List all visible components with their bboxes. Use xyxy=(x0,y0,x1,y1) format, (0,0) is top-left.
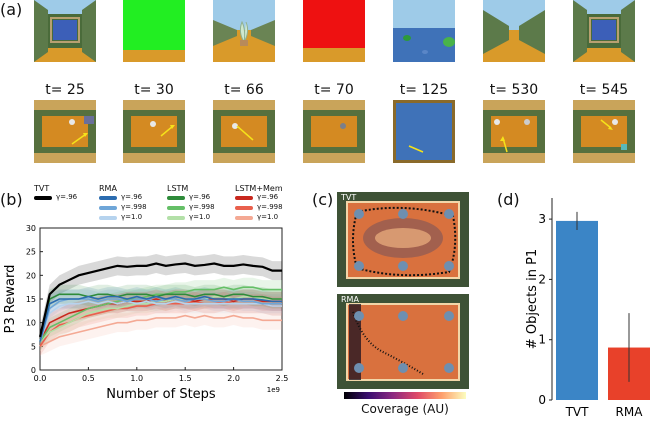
x-tick-label: 0.5 xyxy=(82,374,95,383)
timestep-label: t= 25 xyxy=(45,82,85,98)
legend-rma-gamma-2: γ=.998 xyxy=(121,203,147,211)
legend-tvt-gamma: γ=.96 xyxy=(56,193,78,201)
y-tick-label: 25 xyxy=(26,248,36,257)
legend-lstmmem-title: LSTM+Mem xyxy=(235,184,283,193)
legend-lstmmem-gamma-1: γ=.96 xyxy=(257,193,279,201)
series-line xyxy=(39,314,282,348)
frame-t530 xyxy=(483,0,545,62)
series-line xyxy=(39,293,282,342)
legend-lstmmem-line-2 xyxy=(235,206,253,210)
series-band xyxy=(40,291,282,352)
x-tick-label: TVT xyxy=(565,405,590,419)
series-band xyxy=(40,254,282,347)
objects-bar-chart: 0 1 2 3 TVT RMA # Objects in P1 xyxy=(525,198,650,419)
x-tick-label: 2.0 xyxy=(227,374,240,383)
y-tick-label: 3 xyxy=(538,212,546,226)
y-tick-label: 1 xyxy=(538,333,546,347)
legend-lstm-gamma-3: γ=1.0 xyxy=(189,213,211,221)
map-t545 xyxy=(573,100,635,163)
y-tick-label: 0 xyxy=(538,393,546,407)
timestep-label: t= 545 xyxy=(579,82,629,98)
frame-t545 xyxy=(573,0,635,62)
series-line xyxy=(39,295,282,343)
map-t66 xyxy=(213,100,275,163)
legend-lstm-line-1 xyxy=(167,196,185,200)
panel-a-label: (a) xyxy=(0,0,23,19)
panel-d-label: (d) xyxy=(497,190,520,209)
x-tick-label: 1.0 xyxy=(130,374,143,383)
legend-lstmmem-line-3 xyxy=(235,216,253,220)
coverage-colorbar xyxy=(344,392,466,399)
y-tick-label: 5 xyxy=(31,342,36,351)
map-t70 xyxy=(303,100,365,163)
timestep-label: t= 70 xyxy=(314,82,354,98)
legend-lstm-line-2 xyxy=(167,206,185,210)
panel-b-label: (b) xyxy=(0,190,23,209)
series-line xyxy=(39,295,282,342)
legend-rma-title: RMA xyxy=(99,184,117,193)
map-t125 xyxy=(393,100,455,163)
legend-rma-line-1 xyxy=(99,196,117,200)
legend-rma-gamma-1: γ=.96 xyxy=(121,193,143,201)
map-t25 xyxy=(34,100,96,163)
series-band xyxy=(40,291,282,356)
timestep-label: t= 66 xyxy=(224,82,264,98)
bar xyxy=(556,220,598,400)
panel-c-label: (c) xyxy=(312,190,334,209)
y-axis-label: P3 Reward xyxy=(3,265,18,334)
y-tick-label: 20 xyxy=(26,271,36,280)
x-tick-label: 1.5 xyxy=(179,374,192,383)
coverage-colorbar-label: Coverage (AU) xyxy=(361,402,449,416)
reward-line-chart: 0 5 10 15 20 25 30 0.0 0.5 1.0 1.5 2.0 2.5 Number of … xyxy=(3,224,289,402)
timestep-label: t= 125 xyxy=(399,82,449,98)
series-line xyxy=(38,262,282,338)
legend-lstm-gamma-1: γ=.96 xyxy=(189,193,211,201)
legend-lstm-gamma-2: γ=.998 xyxy=(189,203,215,211)
x-tick-label: RMA xyxy=(616,405,644,419)
legend-tvt-title: TVT xyxy=(34,184,50,193)
coverage-map-tvt: TVT xyxy=(337,192,469,287)
x-multiplier: 1e9 xyxy=(267,386,280,394)
legend-rma-line-2 xyxy=(99,206,117,210)
legend-lstmmem-gamma-2: γ=.998 xyxy=(257,203,283,211)
legend-lstm-title: LSTM xyxy=(167,184,189,193)
x-axis-label: Number of Steps xyxy=(106,387,216,402)
legend-rma-line-3 xyxy=(99,216,117,220)
timestep-label: t= 30 xyxy=(134,82,174,98)
frame-t30 xyxy=(123,0,185,62)
series-line xyxy=(39,286,282,343)
coverage-tvt-label: TVT xyxy=(341,193,357,202)
y-tick-label: 10 xyxy=(26,319,36,328)
y-axis-label: # Objects in P1 xyxy=(525,249,540,349)
legend-lstm-line-3 xyxy=(167,216,185,220)
y-tick-label: 0 xyxy=(31,366,36,375)
y-tick-label: 15 xyxy=(26,295,36,304)
series-line xyxy=(39,300,282,342)
frame-t25 xyxy=(34,0,96,62)
x-tick-label: 0.0 xyxy=(34,374,47,383)
map-t530 xyxy=(483,100,545,163)
coverage-rma-label: RMA xyxy=(341,295,359,304)
legend-rma-gamma-3: γ=1.0 xyxy=(121,213,143,221)
frame-t70 xyxy=(303,0,365,62)
map-t30 xyxy=(123,100,185,163)
legend-tvt-line xyxy=(34,196,52,200)
coverage-map-rma: RMA xyxy=(337,294,469,389)
x-tick-label: 2.5 xyxy=(276,374,289,383)
legend-lstmmem-gamma-3: γ=1.0 xyxy=(257,213,279,221)
timestep-label: t= 530 xyxy=(489,82,539,98)
y-tick-label: 2 xyxy=(538,272,546,286)
frame-t125 xyxy=(393,0,455,62)
y-tick-label: 30 xyxy=(26,224,36,233)
frame-t66 xyxy=(213,0,275,62)
legend-lstmmem-line-1 xyxy=(235,196,253,200)
